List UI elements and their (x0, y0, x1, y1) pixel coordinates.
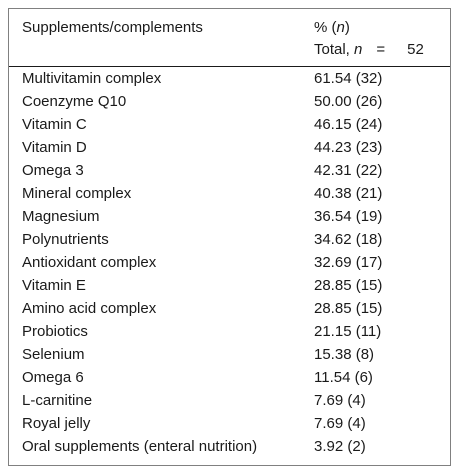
table-row: Magnesium 36.54 (19) (9, 205, 450, 228)
supplement-name: Omega 3 (22, 162, 84, 179)
table-row: Multivitamin complex 61.54 (32) (9, 67, 450, 90)
table-row: Vitamin E 28.85 (15) (9, 274, 450, 297)
col1-header: Supplements/complements (22, 19, 203, 36)
supplement-name: Selenium (22, 346, 85, 363)
col2-header-line1-prefix: % ( (314, 19, 337, 36)
supplement-value: 34.62 (18) (314, 231, 383, 248)
table-row: L-carnitine 7.69 (4) (9, 389, 450, 412)
supplement-name: Amino acid complex (22, 300, 157, 317)
supplement-value: 61.54 (32) (314, 70, 383, 87)
table-row: Vitamin C 46.15 (24) (9, 113, 450, 136)
supplement-name: Vitamin E (22, 277, 86, 294)
supplement-name: L-carnitine (22, 392, 93, 409)
col2-header-line2-eq: = (376, 41, 386, 58)
supplement-value: 28.85 (15) (314, 300, 383, 317)
supplement-value: 46.15 (24) (314, 116, 383, 133)
supplement-name: Vitamin D (22, 139, 87, 156)
table-row: Royal jelly 7.69 (4) (9, 412, 450, 435)
table-body: Multivitamin complex 61.54 (32) Coenzyme … (9, 67, 450, 458)
table-row: Antioxidant complex 32.69 (17) (9, 251, 450, 274)
table-row: Selenium 15.38 (8) (9, 343, 450, 366)
supplement-value: 21.15 (11) (314, 323, 382, 340)
col2-header-line1-suffix: ) (344, 19, 350, 36)
supplement-value: 32.69 (17) (314, 254, 383, 271)
supplement-value: 40.38 (21) (314, 185, 383, 202)
table-row: Polynutrients 34.62 (18) (9, 228, 450, 251)
supplement-value: 28.85 (15) (314, 277, 383, 294)
supplement-value: 50.00 (26) (314, 93, 383, 110)
supplement-name: Vitamin C (22, 116, 87, 133)
supplement-value: 3.92 (2) (314, 438, 366, 455)
col2-header-line1-var: n (336, 19, 345, 36)
supplements-table: Supplements/complements % (n) Total, n = 5… (8, 8, 451, 466)
col2-header-line1: % (n) (314, 17, 350, 39)
table-row: Vitamin D 44.23 (23) (9, 136, 450, 159)
supplement-value: 7.69 (4) (314, 415, 366, 432)
supplement-name: Probiotics (22, 323, 88, 340)
table-row: Amino acid complex 28.85 (15) (9, 297, 450, 320)
col2-header-line2-value: 52 (407, 41, 424, 58)
supplement-name: Coenzyme Q10 (22, 93, 127, 110)
supplement-value: 11.54 (6) (314, 369, 373, 386)
supplement-name: Antioxidant complex (22, 254, 157, 271)
supplement-value: 44.23 (23) (314, 139, 383, 156)
table-row: Omega 6 11.54 (6) (9, 366, 450, 389)
col2-header-line2-prefix: Total, (314, 41, 350, 58)
col2-header-line2-var: n (354, 41, 363, 58)
table-header: Supplements/complements % (n) Total, n = 5… (9, 9, 450, 67)
table-row: Probiotics 21.15 (11) (9, 320, 450, 343)
col2-header-line2: Total, n = 52 (314, 39, 424, 61)
supplement-value: 42.31 (22) (314, 162, 383, 179)
supplement-name: Mineral complex (22, 185, 132, 202)
supplement-name: Magnesium (22, 208, 100, 225)
supplement-name: Multivitamin complex (22, 70, 162, 87)
supplement-name: Royal jelly (22, 415, 91, 432)
table-row: Oral supplements (enteral nutrition) 3.92… (9, 435, 450, 458)
supplement-value: 7.69 (4) (314, 392, 366, 409)
supplement-value: 36.54 (19) (314, 208, 383, 225)
table-row: Omega 3 42.31 (22) (9, 159, 450, 182)
supplement-name: Omega 6 (22, 369, 84, 386)
supplement-value: 15.38 (8) (314, 346, 375, 363)
supplement-name: Oral supplements (enteral nutrition) (22, 438, 258, 455)
table-row: Coenzyme Q10 50.00 (26) (9, 90, 450, 113)
table-row: Mineral complex 40.38 (21) (9, 182, 450, 205)
supplement-name: Polynutrients (22, 231, 109, 248)
